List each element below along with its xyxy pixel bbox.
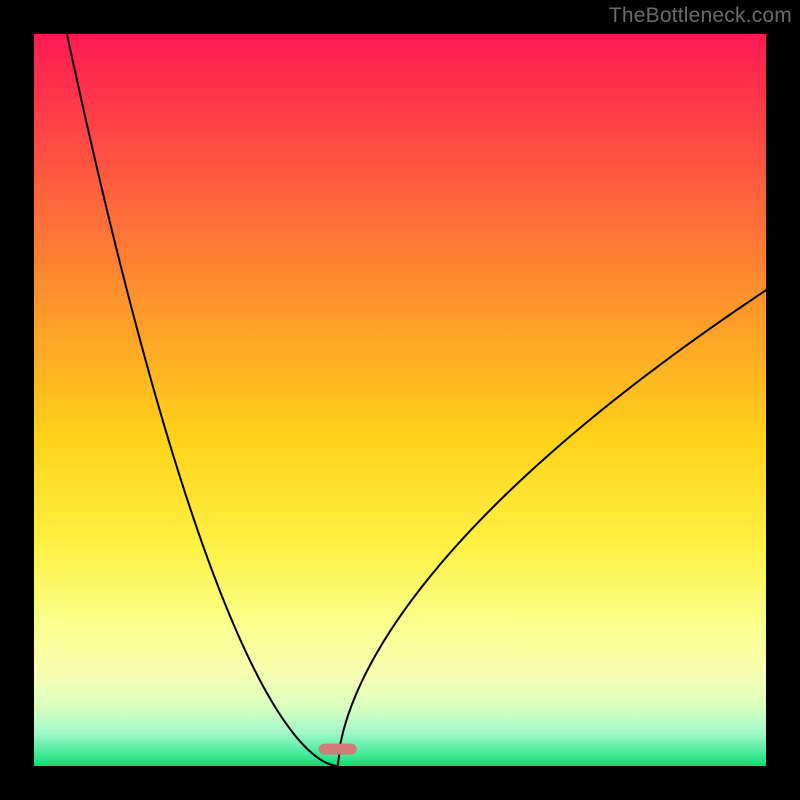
- watermark-text: TheBottleneck.com: [609, 4, 792, 28]
- chart-frame: TheBottleneck.com: [0, 0, 800, 800]
- dip-marker: [319, 744, 357, 755]
- chart-svg: [0, 0, 800, 800]
- plot-background-gradient: [34, 34, 766, 766]
